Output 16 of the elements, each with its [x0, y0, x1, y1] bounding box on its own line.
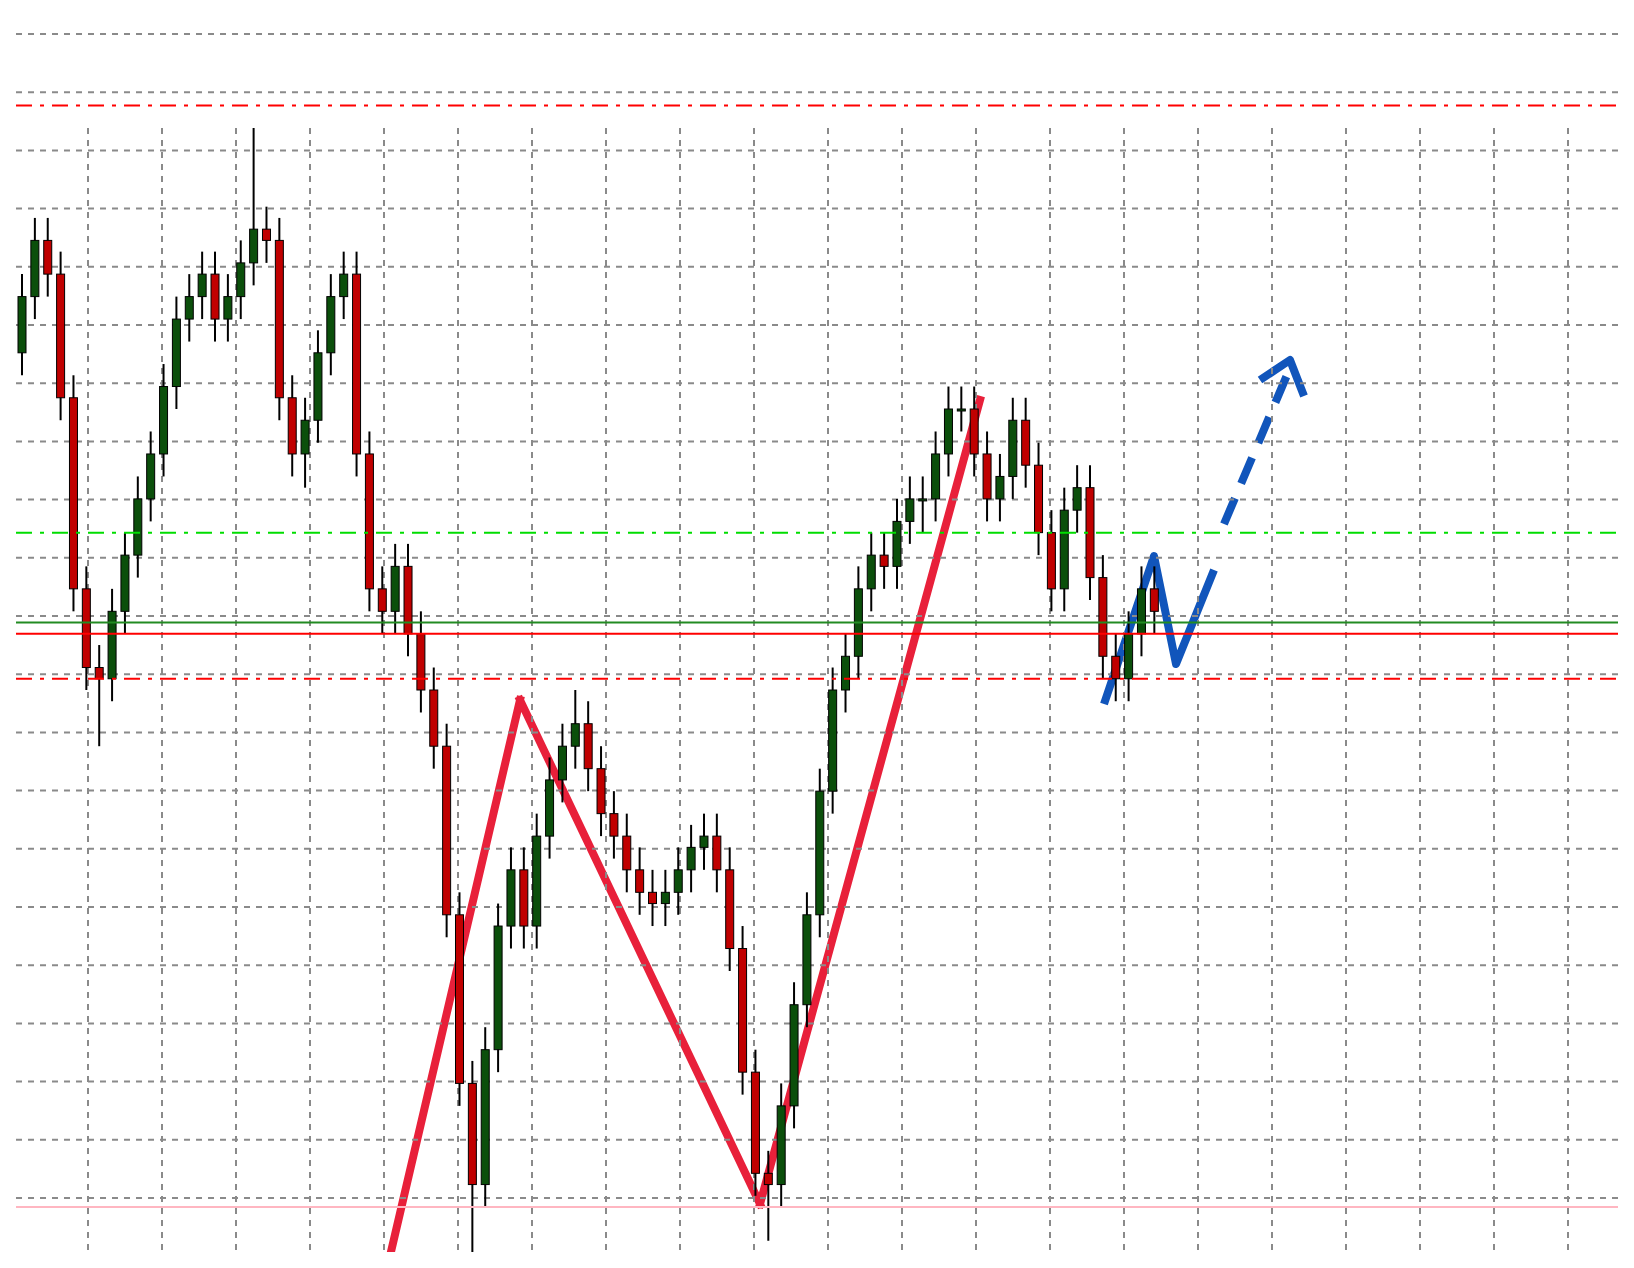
candlestick: [635, 846, 645, 916]
candlestick: [943, 385, 953, 478]
candlestick: [660, 868, 670, 928]
candlestick: [956, 385, 966, 433]
candlestick: [557, 722, 567, 804]
candlestick: [377, 565, 387, 635]
candlestick: [261, 205, 271, 264]
candlestick: [1021, 396, 1031, 489]
candlestick: [763, 1149, 773, 1242]
candlestick: [841, 632, 851, 714]
candlestick: [648, 868, 658, 928]
candlestick: [339, 250, 349, 321]
candlestick: [146, 430, 156, 523]
candlestick: [570, 689, 580, 770]
candlestick: [931, 430, 941, 523]
candlestick: [249, 128, 259, 287]
